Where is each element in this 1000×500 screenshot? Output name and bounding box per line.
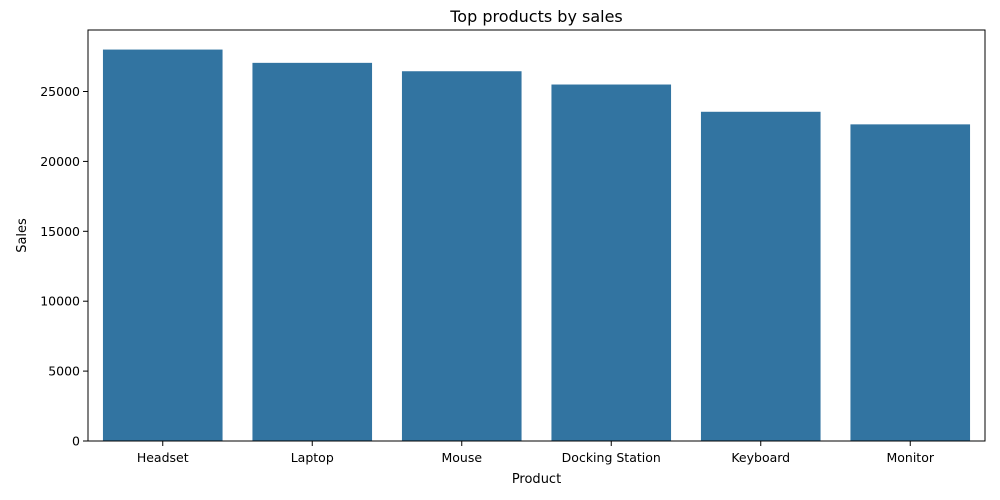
bar-docking-station — [551, 84, 672, 441]
y-tick-label: 5000 — [48, 364, 80, 379]
bar-monitor — [850, 124, 971, 441]
y-tick-label: 10000 — [40, 294, 80, 309]
x-tick-label: Keyboard — [731, 450, 790, 465]
bar-headset — [102, 49, 223, 441]
y-axis-label: Sales — [15, 218, 30, 253]
y-tick-label: 15000 — [40, 224, 80, 239]
x-axis-label: Product — [512, 472, 561, 487]
x-tick-label: Mouse — [441, 450, 482, 465]
x-tick-label: Laptop — [291, 450, 334, 465]
x-axis-ticks: Headset Laptop Mouse Docking Station Keyboar… — [137, 441, 935, 465]
bars-group — [102, 49, 971, 441]
bar-keyboard — [700, 111, 821, 441]
x-tick-label: Monitor — [886, 450, 934, 465]
x-tick-label: Headset — [137, 450, 189, 465]
y-tick-label: 25000 — [40, 84, 80, 99]
axes-frame — [87, 29, 986, 442]
y-tick-label: 20000 — [40, 154, 80, 169]
chart-title: Top products by sales — [449, 7, 623, 26]
plot-area-frame — [87, 29, 986, 442]
y-tick-label: 0 — [72, 434, 80, 449]
x-tick-label: Docking Station — [562, 450, 661, 465]
bar-mouse — [401, 71, 522, 441]
bar-laptop — [252, 62, 373, 441]
y-axis-ticks: 0 5000 10000 15000 20000 25000 — [40, 84, 88, 449]
